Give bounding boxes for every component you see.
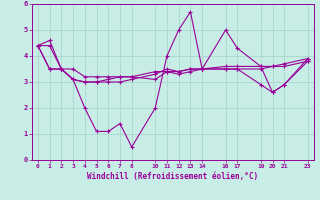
X-axis label: Windchill (Refroidissement éolien,°C): Windchill (Refroidissement éolien,°C) [87, 172, 258, 181]
